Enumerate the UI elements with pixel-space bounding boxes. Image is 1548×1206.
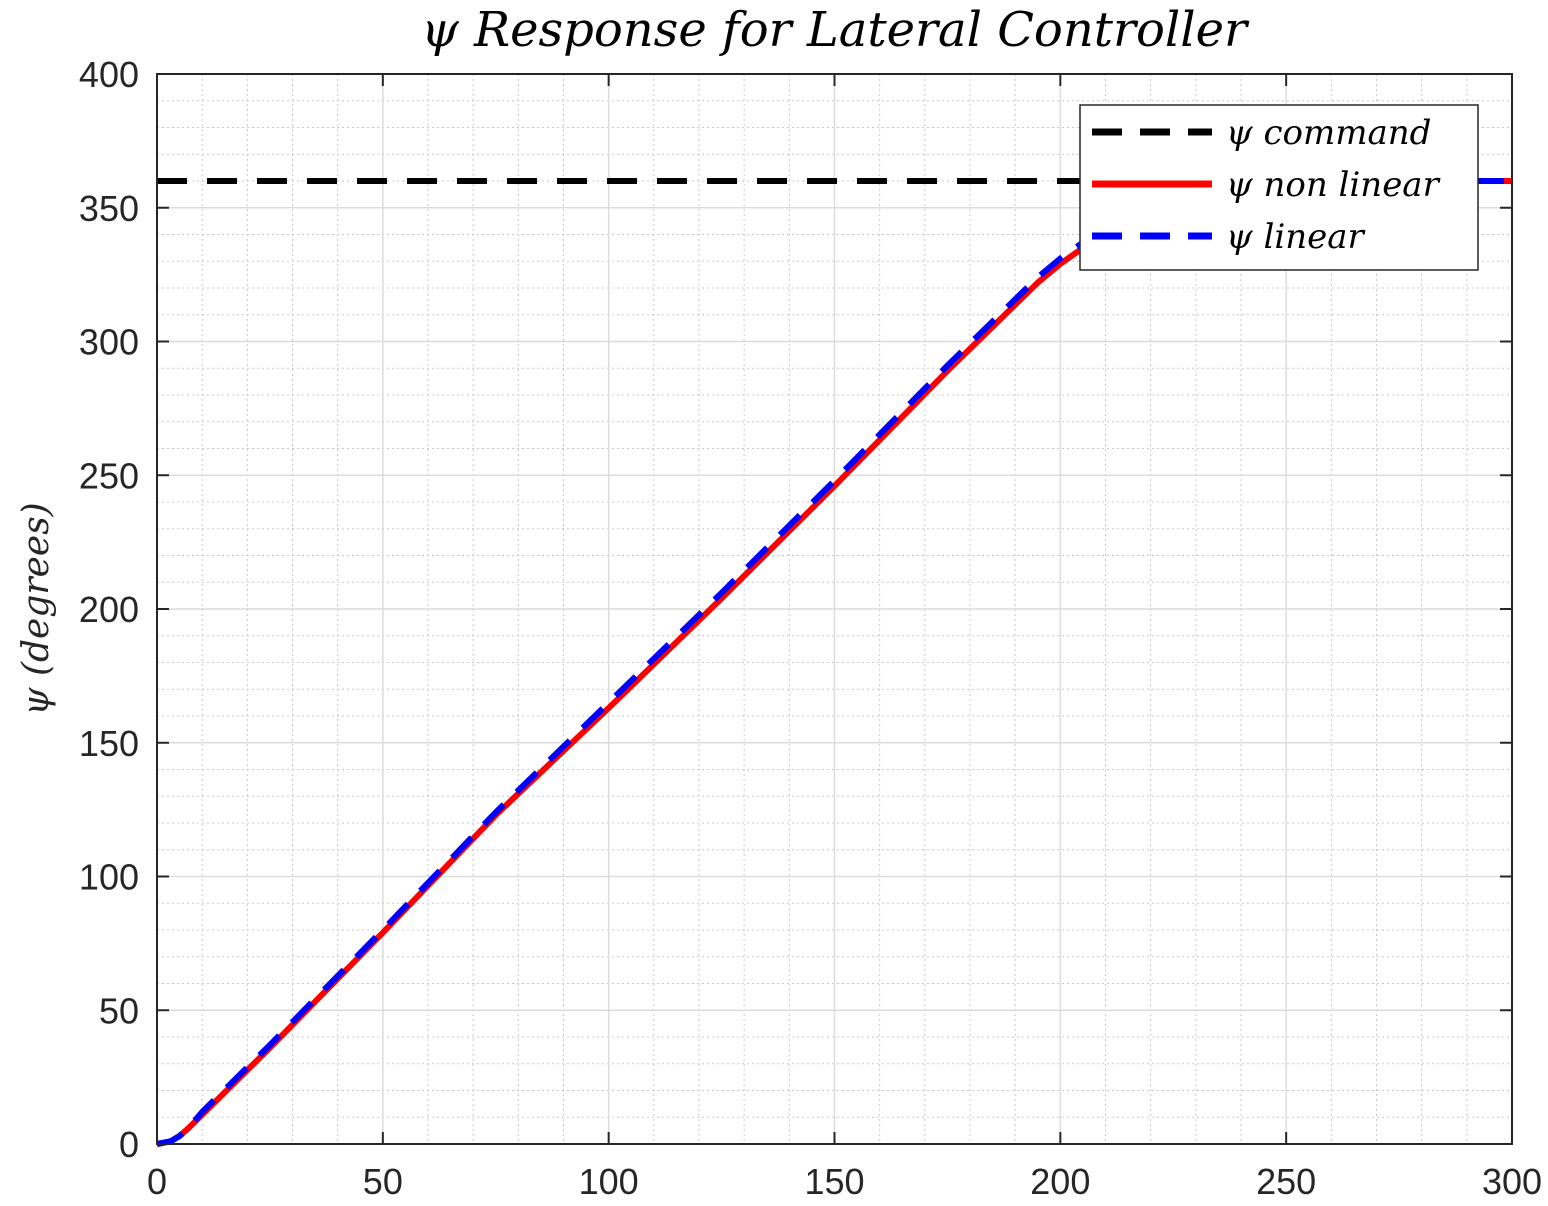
y-tick-label: 400 (79, 54, 139, 95)
y-tick-label: 250 (79, 455, 139, 496)
legend-label: ψ linear (1226, 217, 1366, 257)
y-tick-label: 350 (79, 188, 139, 229)
chart-title: ψ Response for Lateral Controller (421, 2, 1250, 58)
y-tick-label: 50 (99, 990, 139, 1031)
x-tick-label: 100 (579, 1161, 639, 1202)
x-tick-label: 50 (363, 1161, 403, 1202)
x-tick-label: 300 (1482, 1161, 1542, 1202)
tick-marks (156, 73, 1513, 1145)
y-tick-label: 300 (79, 322, 139, 363)
legend-label: ψ command (1226, 113, 1431, 153)
y-tick-label: 150 (79, 723, 139, 764)
x-tick-labels: 0 50 100 150 200 250 300 (147, 1161, 1542, 1202)
x-tick-label: 0 (147, 1161, 167, 1202)
y-axis-label: ψ (degrees) (16, 502, 57, 715)
x-tick-label: 200 (1030, 1161, 1090, 1202)
x-tick-label: 250 (1256, 1161, 1316, 1202)
y-tick-label: 200 (79, 589, 139, 630)
y-tick-labels: 0 50 100 150 200 250 300 350 400 (79, 54, 139, 1165)
y-tick-label: 100 (79, 857, 139, 898)
y-tick-label: 0 (119, 1124, 139, 1165)
legend: ψ command ψ non linear ψ linear (1079, 104, 1479, 271)
legend-label: ψ non linear (1226, 165, 1441, 205)
x-tick-label: 150 (804, 1161, 864, 1202)
